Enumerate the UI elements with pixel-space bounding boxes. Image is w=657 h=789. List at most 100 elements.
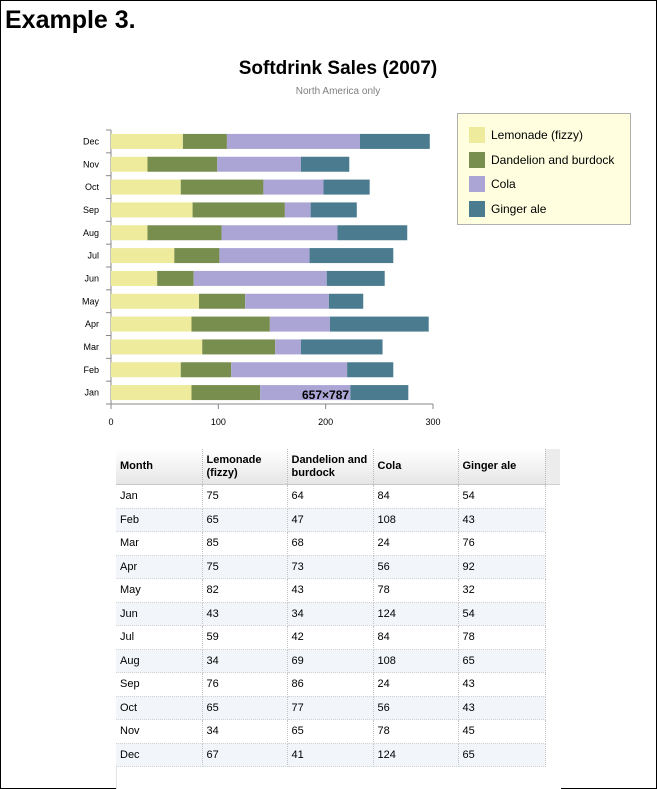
bar-segment <box>193 270 327 286</box>
bar-segment <box>309 248 394 264</box>
cell-ginger-ale: 43 <box>458 696 546 720</box>
cell-dandelion: 42 <box>287 625 374 650</box>
table-row[interactable]: Jul 59 42 84 78 <box>116 625 546 650</box>
y-tick-label: Mar <box>84 342 100 352</box>
bar-segment <box>284 202 311 218</box>
bar-segment <box>111 133 183 149</box>
legend-item[interactable]: Dandelion and burdock <box>469 148 630 173</box>
chart-legend: Lemonade (fizzy) Dandelion and burdock Col… <box>457 113 631 225</box>
cell-month: Apr <box>116 555 203 579</box>
cell-dandelion: 77 <box>287 696 374 720</box>
table-row[interactable]: Jun 43 34 124 54 <box>116 602 546 626</box>
x-tick-label: 200 <box>318 417 333 427</box>
cell-lemonade: 82 <box>202 578 288 603</box>
legend-item[interactable]: Ginger ale <box>469 197 630 222</box>
table-row[interactable]: Oct 65 77 56 43 <box>116 696 546 720</box>
bar-segment <box>147 156 218 172</box>
cell-ginger-ale: 45 <box>458 719 546 744</box>
bar-segment <box>329 316 429 332</box>
cell-dandelion: 65 <box>287 719 374 744</box>
bar-segment <box>180 362 232 378</box>
bar-segment <box>147 225 222 241</box>
size-watermark: 657×787 <box>302 388 350 402</box>
x-tick-label: 100 <box>211 417 226 427</box>
cell-month: May <box>116 578 203 603</box>
chart-subtitle: North America only <box>295 86 381 97</box>
bar-segment <box>199 293 246 309</box>
cell-lemonade: 59 <box>202 625 288 650</box>
cell-lemonade: 76 <box>202 672 288 697</box>
legend-item[interactable]: Lemonade (fizzy) <box>469 123 630 148</box>
bar-segment <box>328 293 364 309</box>
bar-segment <box>111 339 203 355</box>
legend-swatch <box>469 127 485 144</box>
y-tick-label: Nov <box>83 159 100 169</box>
bar-segment <box>245 293 329 309</box>
bar-segment <box>182 133 227 149</box>
cell-dandelion: 34 <box>287 602 374 626</box>
table-row[interactable]: May 82 43 78 32 <box>116 578 546 603</box>
bar-segment <box>111 362 181 378</box>
cell-dandelion: 69 <box>287 649 374 673</box>
bar-segment <box>191 316 270 332</box>
legend-swatch <box>469 200 485 217</box>
cell-month: Jan <box>116 484 203 509</box>
table-row[interactable]: Nov 34 65 78 45 <box>116 719 546 744</box>
cell-month: Jul <box>116 625 203 650</box>
cell-cola: 84 <box>373 484 459 509</box>
x-tick-label: 0 <box>108 417 113 427</box>
column-header-dandelion[interactable]: Dandelion and burdock <box>287 449 374 485</box>
table-row[interactable]: Aug 34 69 108 65 <box>116 649 546 673</box>
bar-segment <box>226 133 361 149</box>
legend-label: Dandelion and burdock <box>491 152 615 167</box>
bar-segment <box>191 385 261 401</box>
y-tick-label: Dec <box>83 136 100 146</box>
cell-month: Jun <box>116 602 203 626</box>
column-header-cola[interactable]: Cola <box>373 449 459 485</box>
bar-segment <box>360 133 430 149</box>
chart-title: Softdrink Sales (2007) <box>238 58 438 79</box>
bar-segment <box>111 202 193 218</box>
cell-month: Sep <box>116 672 203 697</box>
bar-segment <box>300 156 350 172</box>
bar-segment <box>202 339 276 355</box>
bar-segment <box>157 270 194 286</box>
cell-cola: 78 <box>373 578 459 603</box>
table-row[interactable]: Mar 85 68 24 76 <box>116 531 546 556</box>
cell-cola: 84 <box>373 625 459 650</box>
cell-cola: 24 <box>373 531 459 556</box>
bar-segment <box>260 385 351 401</box>
table-row[interactable]: Sep 76 86 24 43 <box>116 672 546 697</box>
bar-segment <box>350 385 409 401</box>
cell-cola: 56 <box>373 696 459 720</box>
column-header-ginger-ale[interactable]: Ginger ale <box>458 449 546 485</box>
cell-cola: 108 <box>373 508 459 532</box>
cell-ginger-ale: 32 <box>458 578 546 603</box>
bar-segment <box>323 179 370 195</box>
cell-lemonade: 34 <box>202 719 288 744</box>
cell-lemonade: 34 <box>202 649 288 673</box>
cell-lemonade: 85 <box>202 531 288 556</box>
bar-segment <box>111 293 200 309</box>
cell-cola: 78 <box>373 719 459 744</box>
data-table: Month Lemonade (fizzy) Dandelion and bur… <box>116 449 546 767</box>
bar-segment <box>219 248 310 264</box>
cell-dandelion: 43 <box>287 578 374 603</box>
column-header-month[interactable]: Month <box>116 449 203 485</box>
cell-ginger-ale: 65 <box>458 743 546 767</box>
table-row[interactable]: Dec 67 41 124 65 <box>116 743 546 767</box>
table-header-scroll-stub <box>545 449 560 485</box>
legend-item[interactable]: Cola <box>469 172 630 197</box>
cell-lemonade: 43 <box>202 602 288 626</box>
cell-month: Feb <box>116 508 203 532</box>
cell-cola: 124 <box>373 602 459 626</box>
legend-label: Ginger ale <box>491 201 547 216</box>
cell-dandelion: 47 <box>287 508 374 532</box>
bar-segment <box>269 316 330 332</box>
table-row[interactable]: Apr 75 73 56 92 <box>116 555 546 579</box>
y-tick-label: Jul <box>87 251 99 261</box>
table-row[interactable]: Jan 75 64 84 54 <box>116 484 546 509</box>
column-header-lemonade[interactable]: Lemonade (fizzy) <box>202 449 288 485</box>
table-row[interactable]: Feb 65 47 108 43 <box>116 508 546 532</box>
cell-dandelion: 86 <box>287 672 374 697</box>
